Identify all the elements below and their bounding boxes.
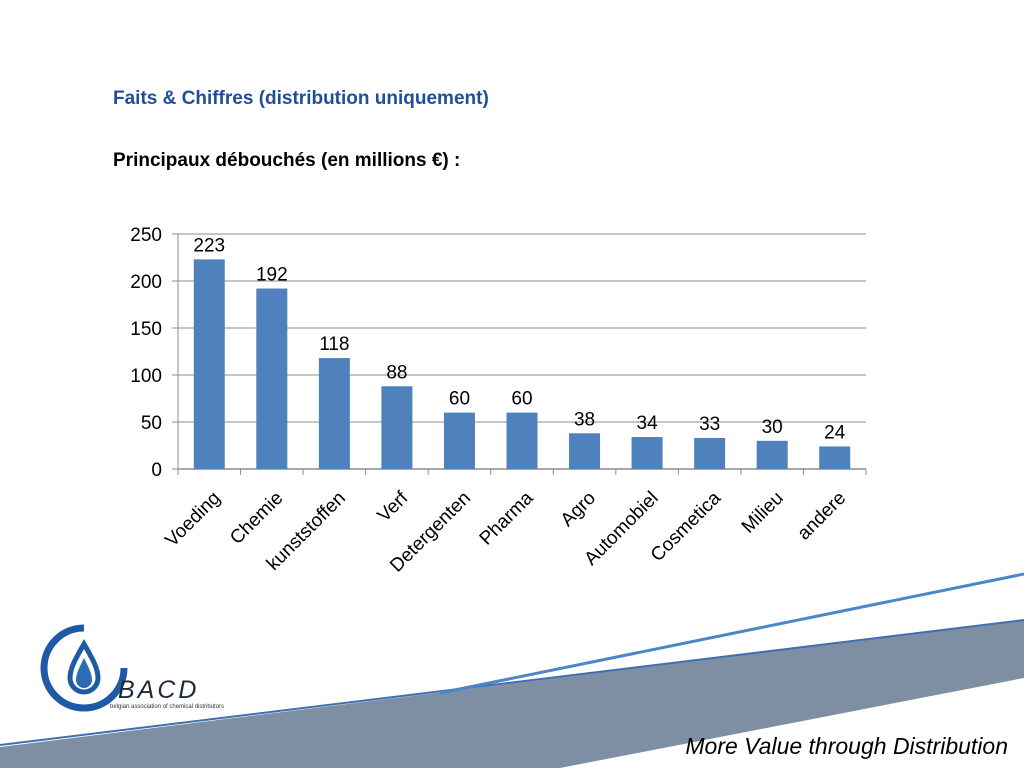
x-category-label: Chemie — [226, 488, 287, 549]
logo-name: BACD — [118, 676, 200, 704]
footer-white-overlay — [560, 678, 1024, 768]
bar-voeding — [193, 259, 225, 469]
bar-agro — [569, 433, 601, 469]
bars — [193, 259, 851, 469]
footer-accent-line — [439, 572, 1024, 695]
y-tick-label: 250 — [130, 225, 162, 246]
data-label: 30 — [762, 417, 783, 438]
footer-tagline: More Value through Distribution — [685, 733, 1008, 759]
data-label: 33 — [699, 414, 720, 435]
bar-chemie — [256, 288, 288, 469]
data-labels: 223 192 118 88 60 60 38 34 33 30 24 — [193, 235, 845, 443]
y-tick-label: 100 — [130, 366, 162, 387]
bar-automobiel — [631, 437, 663, 469]
data-label: 60 — [449, 389, 470, 410]
chart-subheading: Principaux débouchés (en millions €) : — [113, 150, 461, 171]
data-label: 88 — [386, 362, 407, 383]
x-category-label: Milieu — [738, 488, 788, 538]
bar-verf — [381, 386, 413, 469]
x-category-label: Pharma — [476, 487, 538, 549]
y-tick-label: 200 — [130, 272, 162, 293]
y-tick-label: 150 — [130, 319, 162, 340]
bar-detergenten — [443, 412, 475, 469]
y-tick-label: 0 — [151, 460, 162, 481]
logo-subtitle: belgian association of chemical distribu… — [110, 704, 225, 710]
x-category-label: Agro — [557, 488, 600, 531]
data-label: 118 — [319, 334, 349, 355]
data-label: 38 — [574, 409, 595, 430]
data-label: 60 — [511, 389, 532, 410]
x-category-label: Verf — [374, 487, 413, 526]
footer-swoosh-line — [0, 619, 1024, 746]
bar-cosmetica — [694, 437, 726, 469]
y-axis-ticks: 0 50 100 150 200 250 — [130, 225, 162, 481]
water-drop-logo-icon — [40, 624, 128, 712]
bar-kunststoffen — [318, 358, 350, 469]
data-label: 24 — [824, 422, 846, 443]
bar-pharma — [506, 412, 538, 469]
data-label: 34 — [637, 413, 659, 434]
bar-chart: 223 192 118 88 60 60 38 34 33 30 24 0 50 100 150 200 25… — [130, 225, 867, 576]
bar-milieu — [756, 440, 788, 469]
footer-band — [0, 572, 1024, 768]
bar-andere — [819, 446, 851, 469]
x-category-label: Voeding — [161, 488, 224, 551]
y-tick-label: 50 — [141, 413, 162, 434]
data-label: 223 — [193, 235, 225, 256]
x-category-label: andere — [794, 488, 851, 545]
page-heading: Faits & Chiffres (distribution uniquemen… — [113, 88, 489, 109]
data-label: 192 — [256, 265, 288, 286]
